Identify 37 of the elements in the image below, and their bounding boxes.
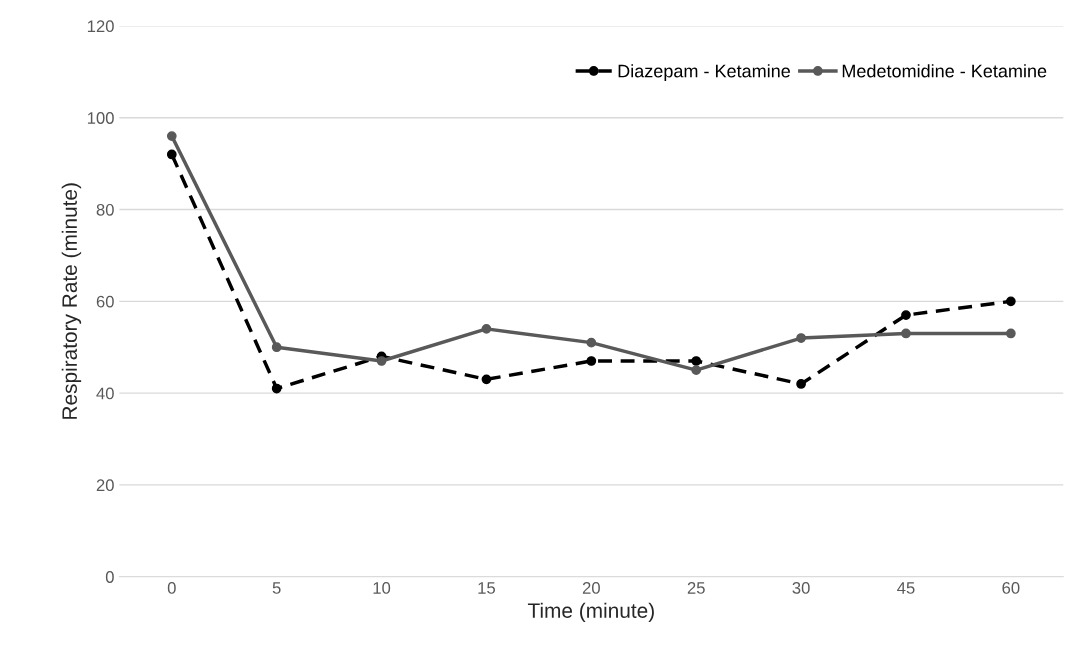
y-tick-label: 100 [87,112,114,124]
x-tick-label: 45 [897,582,915,594]
point [901,310,911,320]
x-tick-label: 0 [167,582,176,594]
x-tick-label: 5 [272,582,281,594]
point [586,337,597,348]
x-axis-title: Time (minute) [527,602,654,623]
y-tick-label: 60 [96,295,114,308]
y-axis-title: Respiratory Rate (minute) [61,183,82,419]
point [271,342,282,353]
point [691,365,702,376]
point [376,356,387,366]
x-tick-label: 60 [1002,582,1020,594]
point [271,383,282,394]
point [481,374,492,385]
x-tick-label: 10 [373,582,391,594]
point [481,323,492,334]
point [1005,296,1016,307]
y-tick-label: 40 [96,387,114,400]
point [796,379,806,389]
x-tick-label: 30 [792,582,810,594]
point [901,328,911,339]
x-tick-label: 15 [478,582,496,594]
point [691,356,702,366]
y-tick-label: 80 [96,203,114,216]
point [166,131,177,141]
y-tick-label: 120 [87,20,114,33]
point [796,333,806,343]
point [1005,328,1016,339]
x-tick-label: 25 [687,582,705,594]
legend-label: Medetomidine - Ketamine [842,64,1047,78]
point [166,149,177,160]
x-tick-label: 20 [582,582,600,594]
y-tick-label: 20 [96,479,114,492]
y-tick-label: 0 [105,571,114,583]
legend-label: Diazepam - Ketamine [618,64,790,82]
point [586,356,597,366]
